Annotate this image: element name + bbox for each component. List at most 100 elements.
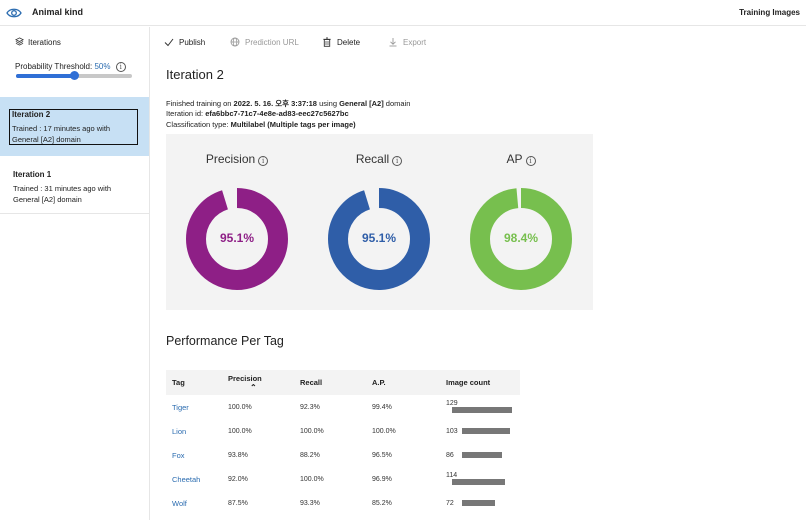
iteration-item-1[interactable]: Iteration 1 Trained : 31 minutes ago wit… [0, 157, 149, 214]
column-header-precision[interactable]: Precision⌃ [222, 370, 294, 395]
iteration-item-2[interactable]: Iteration 2 Trained : 17 minutes ago wit… [0, 97, 149, 156]
finished-training-line: Finished training on 2022. 5. 16. 오후 3:3… [166, 98, 410, 109]
recall-cell: 92.3% [300, 403, 320, 411]
toolbar: Publish Prediction URL Delete Export [150, 27, 806, 55]
donut-arc [470, 188, 572, 290]
image-count-value: 103 [446, 427, 458, 435]
donut-arc [186, 188, 288, 290]
layers-icon [15, 37, 24, 46]
iteration-id-line: Iteration id: efa6bbc7-71c7-4e8e-ad83-ee… [166, 109, 349, 118]
info-icon[interactable]: i [115, 62, 126, 72]
classification-label: Classification type: [166, 120, 231, 129]
image-count-cell: 129 [440, 395, 520, 419]
publish-label: Publish [179, 37, 206, 47]
image-count-value: 86 [446, 451, 454, 459]
probability-threshold: Probability Threshold: 50% i [15, 62, 126, 72]
column-header-ap[interactable]: A.P. [366, 370, 440, 395]
globe-icon [230, 37, 240, 47]
image-count-value: 114 [446, 472, 458, 479]
ap-label: AP [506, 152, 523, 166]
info-icon[interactable]: i [525, 156, 536, 166]
project-name[interactable]: Animal kind [32, 7, 84, 17]
finished-domain: General [A2] [339, 99, 384, 108]
tag-cell[interactable]: Lion [172, 426, 187, 436]
checkmark-icon [164, 38, 174, 47]
prediction-url-button[interactable]: Prediction URL [230, 37, 299, 47]
precision-cell: 93.8% [228, 451, 248, 459]
tab-training-images[interactable]: Training Images [739, 8, 800, 17]
classification-value: Multilabel (Multiple tags per image) [230, 120, 356, 129]
iterations-heading-label: Iterations [28, 38, 61, 47]
precision-cell: 87.5% [228, 499, 248, 507]
info-icon[interactable]: i [258, 156, 269, 166]
table-row[interactable]: Wolf 87.5% 93.3% 85.2% 72 [166, 491, 520, 515]
ap-donut [470, 188, 572, 290]
metric-label: Recall i [308, 152, 450, 166]
image-count-bar [462, 499, 495, 506]
ap-cell: 99.4% [372, 403, 392, 411]
recall-donut [328, 188, 430, 290]
sort-ascending-icon: ⌃ [250, 382, 257, 392]
table-row[interactable]: Tiger 100.0% 92.3% 99.4% 129 [166, 395, 520, 419]
info-icon[interactable]: i [392, 156, 403, 166]
recall-value: 95.1% [361, 231, 397, 245]
image-count-bar [452, 479, 505, 486]
image-count-cell: 114 [440, 467, 520, 491]
download-icon [389, 38, 397, 47]
ap-cell: 96.5% [372, 451, 392, 459]
column-header-image-count[interactable]: Image count [440, 370, 520, 395]
precision-donut [186, 188, 288, 290]
export-button[interactable]: Export [388, 37, 426, 47]
iteration-trained-info: Trained : 31 minutes ago with General [A… [13, 184, 112, 204]
threshold-slider-thumb[interactable] [70, 71, 79, 80]
image-count-bar [462, 451, 502, 458]
image-count-bar [452, 407, 512, 414]
ap-cell: 100.0% [372, 427, 396, 435]
iterations-heading: Iterations [15, 37, 61, 47]
top-bar: Animal kind Training Images [0, 0, 806, 26]
threshold-label: Probability Threshold: [15, 62, 93, 71]
precision-header-label: Precision [228, 373, 262, 383]
publish-button[interactable]: Publish [164, 37, 205, 47]
tag-cell[interactable]: Cheetah [172, 474, 201, 484]
recall-cell: 93.3% [300, 499, 320, 507]
iterations-sidebar: Iterations Probability Threshold: 50% i … [0, 27, 150, 520]
precision-label: Precision [205, 152, 256, 166]
eye-icon[interactable] [6, 5, 22, 21]
finished-prefix: Finished training on [166, 99, 234, 108]
delete-button[interactable]: Delete [322, 37, 360, 47]
recall-cell: 100.0% [300, 475, 324, 483]
column-header-recall[interactable]: Recall [294, 370, 366, 395]
donut-arc [328, 188, 430, 290]
table-row[interactable]: Cheetah 92.0% 100.0% 96.9% 114 [166, 467, 520, 491]
tag-cell[interactable]: Fox [172, 450, 185, 460]
table-row[interactable]: Lion 100.0% 100.0% 100.0% 103 [166, 419, 520, 443]
trash-icon [323, 37, 331, 47]
export-label: Export [403, 37, 427, 47]
prediction-url-label: Prediction URL [245, 37, 299, 47]
recall-cell: 88.2% [300, 451, 320, 459]
recall-metric: Recall i 95.1% [308, 134, 450, 310]
iteration-trained-info: Trained : 17 minutes ago with General [A… [12, 124, 111, 144]
finished-suffix: domain [383, 99, 411, 108]
threshold-slider-fill [16, 74, 74, 78]
column-header-tag[interactable]: Tag [166, 370, 222, 395]
ap-value: 98.4% [503, 231, 539, 245]
threshold-slider[interactable] [16, 71, 132, 80]
delete-label: Delete [337, 37, 361, 47]
finished-mid: using [316, 99, 340, 108]
ap-metric: AP i 98.4% [450, 134, 592, 310]
precision-value: 95.1% [219, 231, 255, 245]
iteration-name: Iteration 1 [13, 170, 52, 179]
iteration-id-label: Iteration id: [166, 109, 206, 118]
threshold-value: 50% [94, 62, 111, 71]
image-count-cell: 72 [440, 491, 520, 515]
iteration-title: Iteration 2 [166, 67, 224, 82]
image-count-value: 129 [446, 400, 458, 407]
image-count-cell: 103 [440, 419, 520, 443]
table-header-row: Tag Precision⌃ Recall A.P. Image count [166, 370, 520, 395]
tag-cell[interactable]: Wolf [172, 498, 187, 508]
table-row[interactable]: Fox 93.8% 88.2% 96.5% 86 [166, 443, 520, 467]
tag-cell[interactable]: Tiger [172, 402, 189, 412]
performance-table: Tag Precision⌃ Recall A.P. Image count T… [166, 370, 520, 515]
